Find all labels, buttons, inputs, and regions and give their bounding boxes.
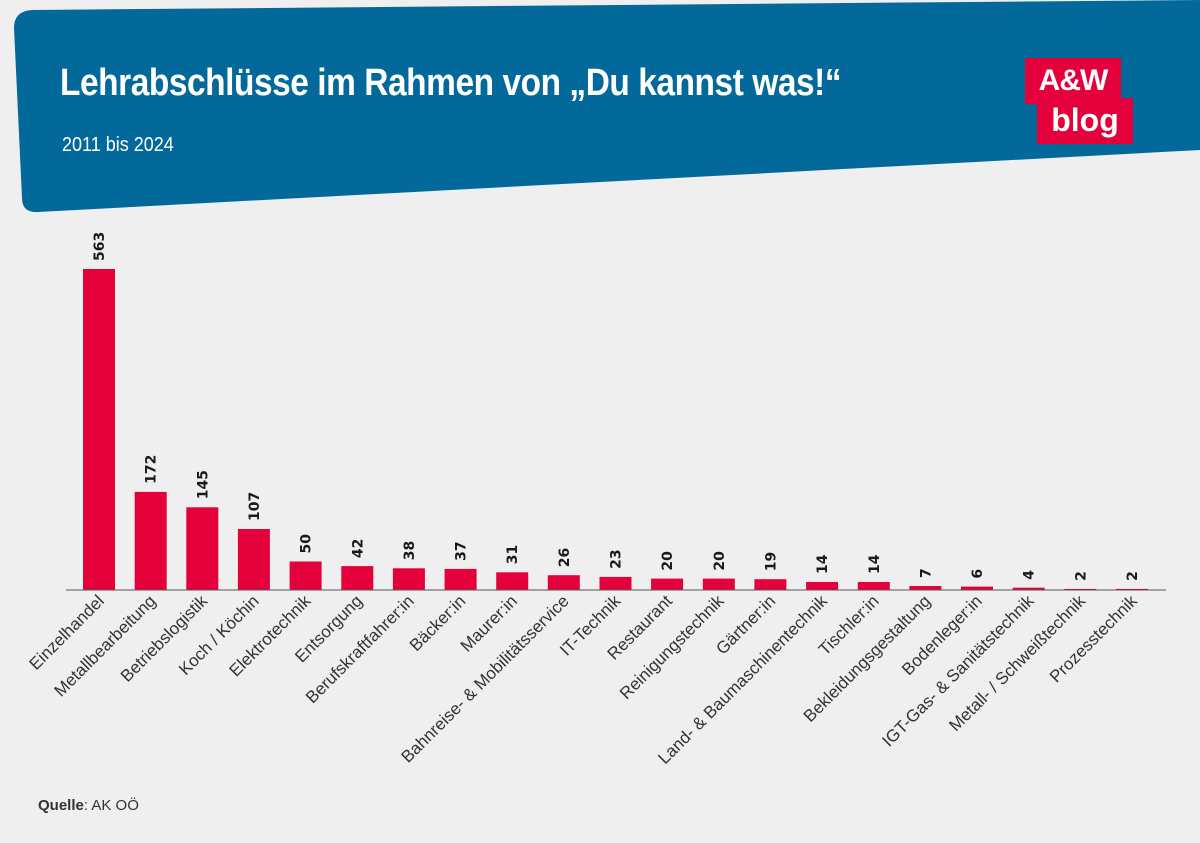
bar [444, 568, 477, 590]
value-label: 26 [557, 548, 573, 567]
value-label: 19 [763, 552, 779, 571]
bars-layer [83, 269, 1148, 591]
bar [857, 582, 890, 590]
bar [599, 576, 632, 590]
value-label: 7 [918, 568, 934, 578]
header-banner-shape [14, 0, 1200, 213]
bar [547, 575, 580, 590]
aw-blog-logo[interactable]: A&W blog [1025, 58, 1135, 146]
bar [134, 491, 167, 590]
logo-text-blog: blog [1037, 98, 1133, 144]
bar [496, 572, 529, 590]
header-banner [14, 0, 1200, 213]
bar [909, 586, 942, 590]
chart-title: Lehrabschlüsse im Rahmen von „Du kannst … [60, 62, 842, 104]
bar [392, 568, 425, 590]
value-label: 20 [712, 551, 728, 571]
value-label: 37 [454, 541, 470, 560]
value-label: 145 [195, 470, 211, 499]
bar [237, 529, 270, 590]
value-label: 2 [1073, 571, 1089, 581]
logo-text-aw: A&W [1025, 58, 1121, 104]
bar [341, 566, 374, 590]
value-label: 107 [247, 492, 263, 521]
value-label: 4 [1022, 570, 1038, 580]
bar [186, 507, 219, 590]
source-label: Quelle [38, 797, 84, 814]
category-labels-layer: EinzelhandelMetallbearbeitungBetriebslog… [26, 591, 1142, 768]
value-label: 14 [867, 554, 883, 574]
source-text: : AK OÖ [83, 797, 139, 814]
value-label: 14 [815, 554, 831, 574]
bar [289, 561, 322, 590]
bar [702, 578, 735, 590]
bar [961, 586, 993, 590]
bar [1012, 587, 1045, 590]
bar [651, 578, 684, 590]
value-label: 23 [609, 549, 625, 568]
value-label: 31 [505, 545, 521, 564]
bar [83, 269, 115, 590]
bar [806, 582, 839, 590]
value-label: 38 [402, 541, 418, 560]
value-label: 20 [660, 551, 676, 571]
category-label: Prozesstechnik [1046, 591, 1141, 686]
value-label: 50 [299, 534, 315, 554]
value-label: 172 [144, 455, 160, 484]
value-label: 42 [350, 539, 366, 558]
value-label: 2 [1125, 571, 1141, 581]
source-note: Quelle: AK OÖ [38, 797, 139, 814]
chart-subtitle: 2011 bis 2024 [62, 134, 174, 156]
value-label: 6 [970, 569, 986, 579]
bar [754, 579, 787, 590]
value-label: 563 [92, 232, 108, 261]
